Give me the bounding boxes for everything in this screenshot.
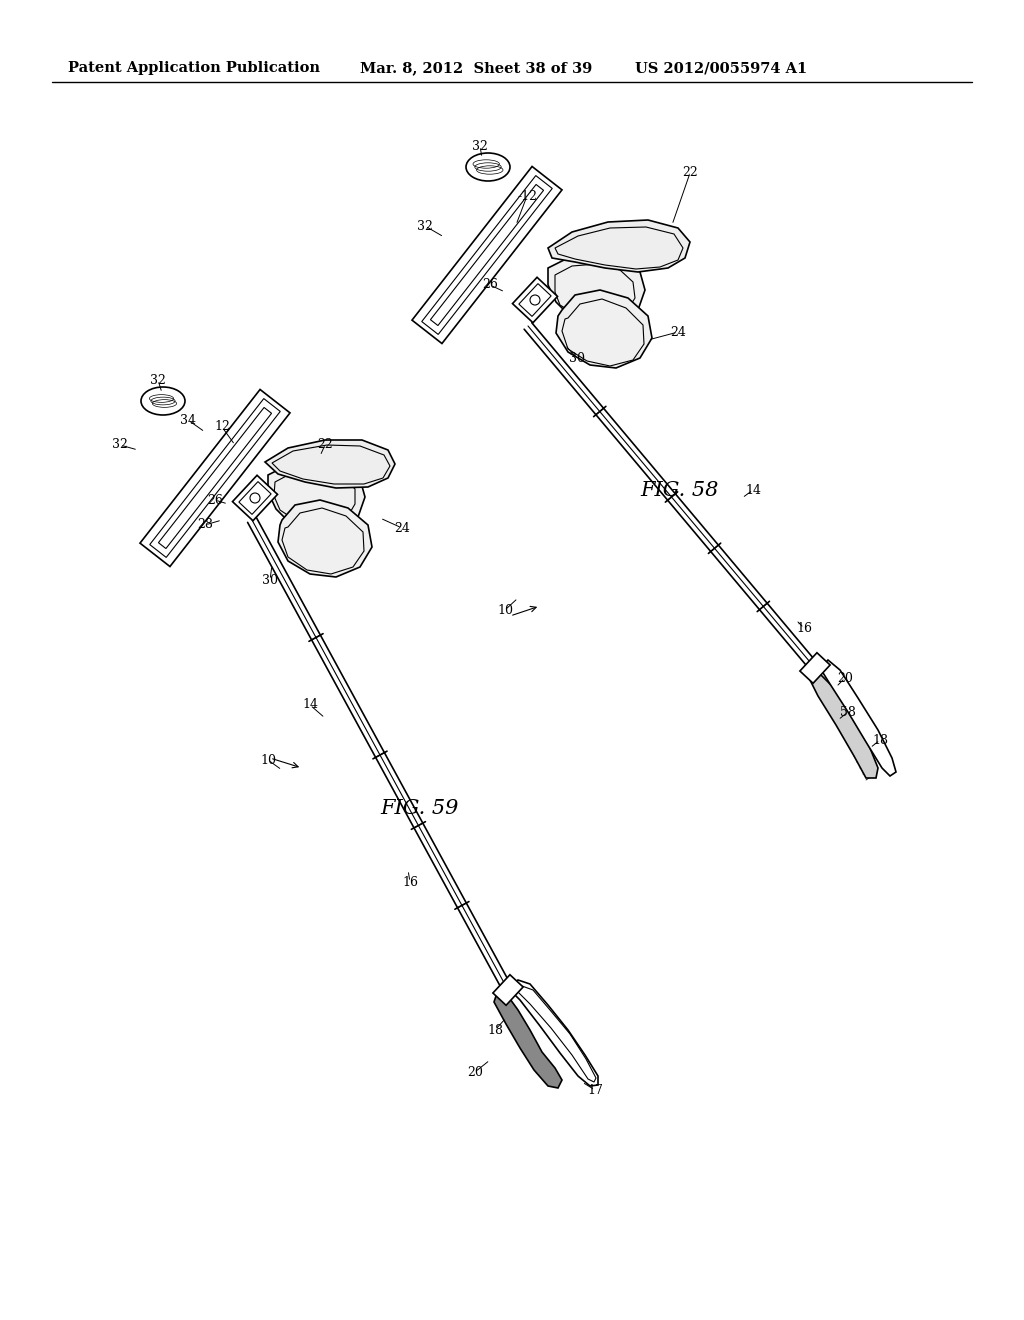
Polygon shape: [556, 290, 652, 368]
Text: 34: 34: [180, 413, 196, 426]
Text: FIG. 58: FIG. 58: [641, 480, 719, 499]
Polygon shape: [268, 462, 365, 532]
Text: 24: 24: [670, 326, 686, 338]
Text: 32: 32: [417, 219, 433, 232]
Text: 10: 10: [260, 754, 276, 767]
Text: 26: 26: [482, 279, 498, 292]
Polygon shape: [810, 672, 878, 777]
Polygon shape: [548, 220, 690, 272]
Text: 28: 28: [197, 519, 213, 532]
Text: -12: -12: [517, 190, 537, 202]
Text: 10: 10: [497, 603, 513, 616]
Text: Mar. 8, 2012  Sheet 38 of 39: Mar. 8, 2012 Sheet 38 of 39: [360, 61, 592, 75]
Polygon shape: [232, 475, 278, 520]
Text: US 2012/0055974 A1: US 2012/0055974 A1: [635, 61, 807, 75]
Polygon shape: [493, 974, 523, 1006]
Polygon shape: [140, 389, 290, 566]
Text: 16: 16: [402, 875, 418, 888]
Text: 18: 18: [487, 1023, 503, 1036]
Text: 32: 32: [112, 438, 128, 451]
Circle shape: [530, 294, 540, 305]
Polygon shape: [512, 277, 557, 322]
Polygon shape: [278, 500, 372, 577]
Text: 14: 14: [302, 698, 318, 711]
Polygon shape: [548, 255, 645, 325]
Polygon shape: [800, 652, 830, 684]
Text: 32: 32: [151, 374, 166, 387]
Polygon shape: [494, 990, 562, 1088]
Text: 30: 30: [569, 351, 585, 364]
Text: 20: 20: [837, 672, 853, 685]
Circle shape: [250, 492, 260, 503]
Text: 18: 18: [872, 734, 888, 747]
Ellipse shape: [466, 153, 510, 181]
Polygon shape: [265, 440, 395, 488]
Polygon shape: [508, 979, 598, 1086]
Text: FIG. 59: FIG. 59: [381, 799, 459, 817]
Text: 22: 22: [682, 166, 698, 180]
Text: 17: 17: [587, 1084, 603, 1097]
Text: 26: 26: [207, 494, 223, 507]
Text: 32: 32: [472, 140, 488, 153]
Text: 14: 14: [745, 483, 761, 496]
Text: 24: 24: [394, 521, 410, 535]
Text: 58: 58: [840, 705, 856, 718]
Polygon shape: [820, 660, 896, 776]
Text: 20: 20: [467, 1065, 483, 1078]
Text: 22: 22: [317, 438, 333, 451]
Text: Patent Application Publication: Patent Application Publication: [68, 61, 319, 75]
Polygon shape: [412, 166, 562, 343]
Text: 16: 16: [796, 622, 812, 635]
Text: 30: 30: [262, 573, 278, 586]
Text: 12: 12: [214, 421, 230, 433]
Ellipse shape: [141, 387, 185, 414]
